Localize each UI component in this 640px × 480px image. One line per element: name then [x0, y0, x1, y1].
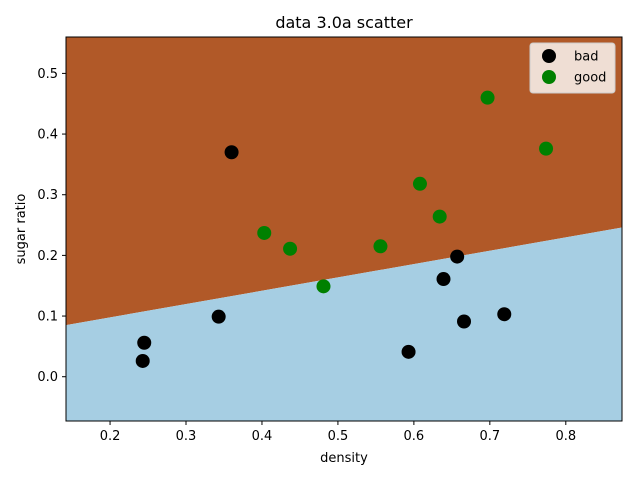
x-tick-label: 0.2 [100, 429, 121, 444]
point-bad-3 [211, 309, 226, 324]
x-tick-label: 0.5 [328, 429, 349, 444]
point-good-1 [539, 141, 554, 156]
y-axis-label: sugar ratio [14, 194, 29, 265]
y-axis: 0.0 0.1 0.2 0.3 0.4 0.5 [37, 67, 66, 385]
point-good-0 [480, 90, 495, 105]
data-points [135, 90, 554, 368]
y-tick-label: 0.1 [37, 310, 58, 325]
chart-title: data 3.0a scatter [275, 13, 413, 32]
point-bad-1 [135, 353, 150, 368]
y-tick-label: 0.3 [37, 188, 58, 203]
point-bad-5 [436, 272, 451, 287]
point-good-5 [257, 225, 272, 240]
point-good-3 [412, 176, 427, 191]
point-bad-2 [137, 335, 152, 350]
point-bad-7 [457, 314, 472, 329]
x-tick-label: 0.7 [479, 429, 500, 444]
legend: bad good [529, 42, 616, 94]
y-tick-label: 0.0 [37, 370, 58, 385]
legend-label-good: good [574, 71, 606, 86]
point-good-2 [432, 209, 447, 224]
y-tick-label: 0.2 [37, 249, 58, 264]
point-good-7 [283, 241, 298, 256]
plot-frame [65, 36, 623, 422]
point-bad-8 [497, 307, 512, 322]
x-tick-label: 0.6 [404, 429, 425, 444]
x-axis-label: density [320, 451, 368, 466]
y-tick-label: 0.5 [37, 67, 58, 82]
x-tick-label: 0.3 [176, 429, 197, 444]
legend-marker-bad [542, 49, 556, 63]
x-axis: 0.2 0.3 0.4 0.5 0.6 0.7 0.8 [100, 421, 576, 444]
plot-area [66, 37, 622, 421]
point-good-4 [373, 239, 388, 254]
x-tick-label: 0.8 [555, 429, 576, 444]
y-tick-label: 0.4 [37, 128, 58, 143]
decision-region-bad [66, 227, 622, 421]
x-tick-label: 0.4 [252, 429, 273, 444]
decision-region-good [66, 37, 622, 326]
point-bad-0 [224, 145, 239, 160]
legend-label-bad: bad [574, 50, 598, 65]
legend-marker-good [542, 70, 556, 84]
point-bad-6 [450, 249, 465, 264]
legend-box [529, 42, 616, 94]
point-good-6 [316, 279, 331, 294]
point-bad-4 [401, 344, 416, 359]
